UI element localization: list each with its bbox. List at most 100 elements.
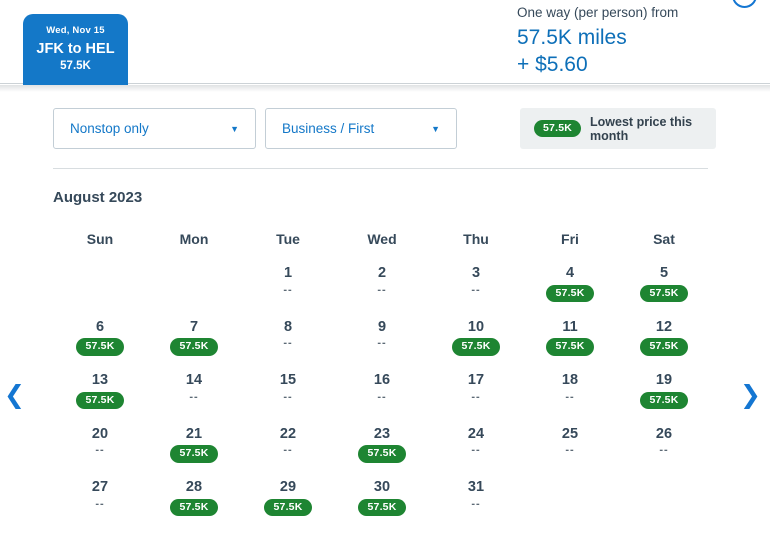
next-month-button[interactable]: ❯ xyxy=(740,382,761,407)
calendar-day-cell[interactable]: 13 57.5K xyxy=(53,371,147,425)
calendar-day-cell[interactable]: 9 -- xyxy=(335,318,429,372)
calendar-day-cell[interactable]: 31 -- xyxy=(429,478,523,532)
header-shadow xyxy=(0,85,770,92)
calendar-day-cell[interactable]: 8 -- xyxy=(241,318,335,372)
day-number: 22 xyxy=(279,425,297,442)
calendar-day-cell[interactable]: 21 57.5K xyxy=(147,425,241,479)
calendar-day-cell[interactable]: 15 -- xyxy=(241,371,335,425)
day-value: 57.5K xyxy=(335,445,429,463)
calendar-day-cell[interactable]: 2 -- xyxy=(335,264,429,318)
no-availability: -- xyxy=(283,390,293,403)
day-number: 18 xyxy=(561,372,579,388)
day-number: 9 xyxy=(377,318,387,335)
no-availability: -- xyxy=(471,283,481,296)
day-value: -- xyxy=(429,283,523,302)
day-number: 2 xyxy=(377,265,387,281)
calendar-day-cell[interactable]: 4 57.5K xyxy=(523,264,617,318)
day-number: 24 xyxy=(467,425,485,442)
calendar-day-cell[interactable]: 11 57.5K xyxy=(523,318,617,372)
award-badge: 57.5K xyxy=(640,338,688,356)
calendar-day-cell[interactable]: 29 57.5K xyxy=(241,478,335,532)
calendar-day-cell[interactable]: 14 -- xyxy=(147,371,241,425)
calendar-day-cell[interactable]: 25 -- xyxy=(523,425,617,479)
tab-date-label: Wed, Nov 15 xyxy=(46,25,105,36)
no-availability: -- xyxy=(471,497,481,510)
day-number: 29 xyxy=(279,479,297,495)
selected-date-tab[interactable]: Wed, Nov 15 JFK to HEL 57.5K xyxy=(23,14,128,85)
award-badge: 57.5K xyxy=(170,445,218,463)
calendar-day-cell[interactable]: 19 57.5K xyxy=(617,371,711,425)
chevron-down-icon: ▼ xyxy=(230,123,239,134)
day-number: 10 xyxy=(467,318,485,335)
day-header: Sat xyxy=(653,231,675,247)
award-badge: 57.5K xyxy=(76,338,124,356)
day-value: 57.5K xyxy=(523,284,617,302)
day-number: 11 xyxy=(562,318,578,335)
info-icon[interactable] xyxy=(732,0,757,8)
calendar-day-cell[interactable]: 10 57.5K xyxy=(429,318,523,372)
day-number: 25 xyxy=(561,425,579,442)
cabin-select[interactable]: Business / First ▼ xyxy=(265,108,457,149)
calendar-week-row: 13 57.5K 14 -- 15 -- 16 -- 17 -- 18 -- 19 57.5K xyxy=(53,371,711,425)
award-badge: 57.5K xyxy=(170,338,218,356)
no-availability: -- xyxy=(471,390,481,403)
price-miles-value: 57.5K miles xyxy=(517,25,627,49)
calendar-week-row: 27 -- 28 57.5K 29 57.5K 30 57.5K 31 -- xyxy=(53,478,711,532)
day-number: 13 xyxy=(91,372,109,388)
legend-award-badge: 57.5K xyxy=(534,119,582,138)
chevron-right-icon: ❯ xyxy=(740,380,761,409)
calendar-day-cell[interactable]: 18 -- xyxy=(523,371,617,425)
day-number: 1 xyxy=(283,265,293,281)
stops-select[interactable]: Nonstop only ▼ xyxy=(53,108,256,149)
award-badge: 57.5K xyxy=(452,338,500,356)
day-number: 8 xyxy=(283,318,293,335)
award-badge: 57.5K xyxy=(358,445,406,463)
calendar-day-headers: Sun Mon Tue Wed Thu Fri Sat xyxy=(53,231,711,247)
calendar-day-cell[interactable]: 24 -- xyxy=(429,425,523,479)
price-fees-value: + $5.60 xyxy=(517,52,588,76)
day-number: 27 xyxy=(91,479,109,495)
calendar-day-cell[interactable]: 26 -- xyxy=(617,425,711,479)
month-title: August 2023 xyxy=(53,189,143,206)
calendar-day-cell[interactable]: 6 57.5K xyxy=(53,318,147,372)
calendar-day-cell[interactable]: 16 -- xyxy=(335,371,429,425)
calendar-day-cell[interactable]: 5 57.5K xyxy=(617,264,711,318)
day-number: 6 xyxy=(95,318,105,335)
day-header: Fri xyxy=(561,231,579,247)
day-value: -- xyxy=(429,497,523,516)
day-value: -- xyxy=(429,445,523,462)
award-badge: 57.5K xyxy=(546,338,594,356)
no-availability: -- xyxy=(377,337,387,349)
day-header: Wed xyxy=(367,231,397,247)
day-value: -- xyxy=(53,498,147,516)
calendar-day-cell[interactable]: 12 57.5K xyxy=(617,318,711,372)
calendar-day-cell[interactable]: 3 -- xyxy=(429,264,523,318)
calendar-blank-cell xyxy=(617,478,711,532)
calendar-day-cell[interactable]: 22 -- xyxy=(241,425,335,479)
calendar-day-cell[interactable]: 17 -- xyxy=(429,371,523,425)
calendar-day-cell[interactable]: 20 -- xyxy=(53,425,147,479)
calendar-day-cell[interactable]: 30 57.5K xyxy=(335,478,429,532)
no-availability: -- xyxy=(377,283,387,296)
no-availability: -- xyxy=(565,390,575,403)
day-value: -- xyxy=(241,284,335,302)
calendar-day-cell[interactable]: 23 57.5K xyxy=(335,425,429,479)
no-availability: -- xyxy=(283,337,293,349)
day-value: 57.5K xyxy=(335,498,429,516)
section-divider xyxy=(53,168,708,169)
calendar-week-row: 6 57.5K 7 57.5K 8 -- 9 -- 10 57.5K 11 57.5K 12 57.5K xyxy=(53,318,711,372)
calendar-day-cell[interactable]: 27 -- xyxy=(53,478,147,532)
day-number: 31 xyxy=(467,479,485,495)
day-number: 21 xyxy=(185,425,203,442)
tab-price-label: 57.5K xyxy=(60,60,91,72)
calendar-day-cell[interactable]: 1 -- xyxy=(241,264,335,318)
calendar-day-cell[interactable]: 7 57.5K xyxy=(147,318,241,372)
calendar-week-row: 20 -- 21 57.5K 22 -- 23 57.5K 24 -- 25 -- 26 -- xyxy=(53,425,711,479)
day-value: 57.5K xyxy=(241,498,335,516)
day-header: Mon xyxy=(179,231,209,247)
calendar-day-cell[interactable]: 28 57.5K xyxy=(147,478,241,532)
day-value: 57.5K xyxy=(147,445,241,463)
day-value: -- xyxy=(523,445,617,462)
prev-month-button[interactable]: ❮ xyxy=(4,382,25,407)
day-number: 7 xyxy=(189,318,199,335)
